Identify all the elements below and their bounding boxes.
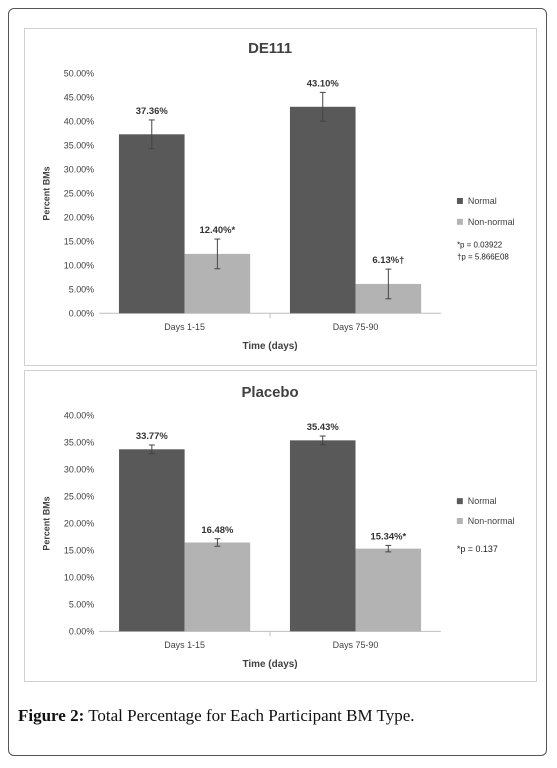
legend-swatch	[456, 518, 463, 525]
y-tick-label: 30.00%	[64, 465, 94, 475]
y-tick-label: 10.00%	[64, 572, 94, 582]
legend-swatch	[456, 498, 463, 505]
legend-label: Normal	[468, 496, 497, 506]
y-tick-label: 5.00%	[69, 599, 94, 609]
p-value-note: *p = 0.137	[457, 544, 498, 554]
y-tick-label: 0.00%	[69, 308, 94, 318]
y-tick-label: 15.00%	[64, 545, 94, 555]
x-tick-label: Days 1-15	[164, 640, 205, 650]
x-axis-label: Time (days)	[243, 341, 298, 352]
x-tick-label: Days 1-15	[164, 322, 205, 332]
y-tick-label: 15.00%	[64, 236, 94, 246]
bar-normal	[289, 440, 356, 632]
y-axis-label: Percent BMs	[41, 166, 51, 220]
x-axis-label: Time (days)	[243, 659, 298, 670]
y-tick-label: 35.00%	[64, 141, 94, 151]
bar-normal	[119, 449, 185, 632]
bar-nonnormal	[184, 542, 251, 632]
data-label: 33.77%	[136, 431, 169, 442]
y-tick-label: 10.00%	[64, 260, 94, 270]
y-axis-label: Percent BMs	[41, 496, 51, 550]
data-label: 35.43%	[307, 422, 340, 433]
y-tick-label: 35.00%	[64, 438, 94, 448]
chart-title: Placebo	[242, 385, 299, 401]
caption-text: Total Percentage for Each Participant BM…	[84, 706, 415, 725]
legend-label: Non-normal	[468, 516, 515, 526]
p-value-note: †p = 5.866E08	[457, 253, 509, 262]
y-tick-label: 20.00%	[64, 212, 94, 222]
data-label: 37.36%	[136, 106, 169, 117]
chart-de111: DE111 0.00% 5.00% 10.00% 15.00% 20.00% 25.00% 3…	[24, 28, 537, 366]
y-tick-label: 50.00%	[64, 69, 94, 79]
legend-label: Normal	[468, 196, 497, 206]
y-tick-label: 40.00%	[64, 411, 94, 421]
y-tick-label: 20.00%	[64, 518, 94, 528]
y-tick-label: 5.00%	[69, 284, 94, 294]
bar-nonnormal	[355, 548, 422, 632]
figure-caption: Figure 2: Total Percentage for Each Part…	[18, 706, 415, 726]
data-label: 16.48%	[201, 525, 234, 536]
legend-swatch	[456, 218, 463, 225]
data-label: 12.40%*	[200, 225, 236, 236]
x-tick-label: Days 75-90	[333, 322, 379, 332]
data-label: 6.13%†	[372, 255, 404, 266]
legend-label: Non-normal	[468, 217, 515, 227]
bar-normal	[289, 106, 356, 314]
data-label: 43.10%	[307, 78, 340, 89]
legend-swatch	[456, 197, 463, 204]
y-tick-label: 25.00%	[64, 492, 94, 502]
p-value-note: *p = 0.03922	[457, 241, 503, 250]
caption-label: Figure 2:	[18, 706, 85, 725]
y-tick-label: 40.00%	[64, 117, 94, 127]
chart-title: DE111	[248, 41, 292, 57]
figure-frame	[8, 8, 547, 756]
x-tick-label: Days 75-90	[333, 640, 379, 650]
bar-normal	[118, 134, 185, 314]
y-tick-label: 30.00%	[64, 165, 94, 175]
y-tick-label: 25.00%	[64, 189, 94, 199]
chart-placebo: Placebo 0.00% 5.00% 10.00% 15.00% 20.00% 25.00…	[24, 370, 537, 682]
data-label: 15.34%*	[370, 531, 406, 542]
y-tick-label: 0.00%	[69, 626, 94, 636]
y-tick-label: 45.00%	[64, 93, 94, 103]
